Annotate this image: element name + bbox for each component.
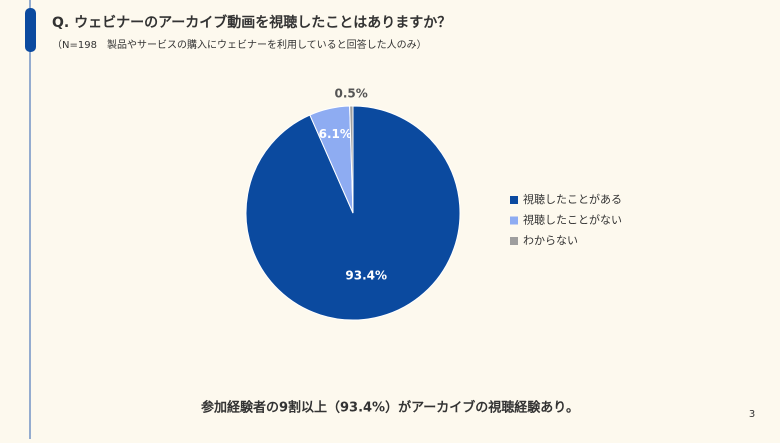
- legend-swatch: [510, 216, 518, 225]
- title-accent: [25, 8, 36, 52]
- page-number: 3: [749, 409, 755, 420]
- chart-subtitle: （N=198 製品やサービスの購入にウェビナーを利用していると回答した人のみ）: [52, 38, 427, 51]
- pie-slice: [349, 105, 354, 214]
- legend-label: 視聴したことがない: [523, 213, 622, 227]
- legend-swatch: [510, 196, 518, 204]
- legend-swatch: [510, 237, 518, 245]
- data-label: 6.1%: [319, 127, 352, 141]
- annotation: 参加経験者の9割以上（93.4%）がアーカイブの視聴経験あり。: [201, 400, 579, 416]
- legend-label: わからない: [523, 234, 578, 247]
- legend-label: 視聴したことがある: [523, 192, 622, 206]
- chart-title: Q. ウェビナーのアーカイブ動画を視聴したことはありますか？: [52, 14, 451, 31]
- data-label: 0.5%: [334, 87, 367, 101]
- data-label: 93.4%: [345, 268, 387, 282]
